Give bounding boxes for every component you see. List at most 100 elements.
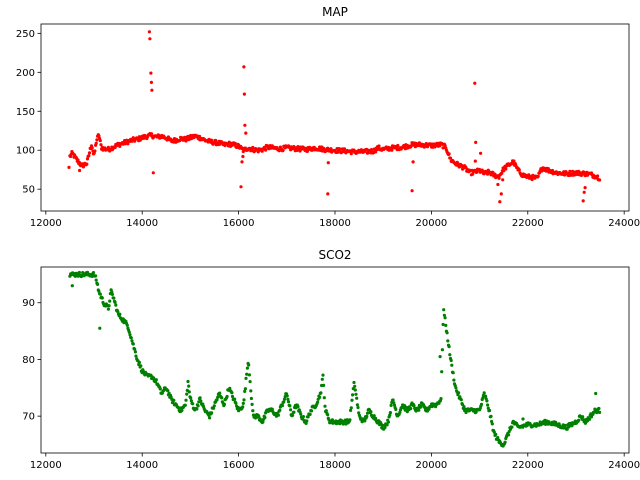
- data-point: [386, 420, 390, 424]
- data-point: [214, 138, 218, 143]
- x-tick-label: 24000: [608, 460, 640, 471]
- data-point: [147, 30, 151, 34]
- data-point: [241, 401, 245, 405]
- chart-title: SCO2: [318, 248, 351, 262]
- data-point: [323, 404, 327, 408]
- data-point: [490, 422, 494, 426]
- data-point: [521, 417, 525, 421]
- x-tick-label: 16000: [223, 460, 255, 471]
- data-point: [471, 172, 475, 176]
- data-point: [291, 413, 295, 417]
- data-point: [512, 159, 516, 163]
- data-point: [326, 413, 330, 417]
- data-point: [448, 353, 452, 357]
- data-point: [286, 400, 291, 404]
- data-point: [473, 81, 477, 85]
- data-point: [196, 404, 200, 408]
- data-point: [594, 391, 598, 396]
- data-point: [486, 403, 490, 407]
- data-point: [77, 270, 81, 275]
- data-point: [354, 392, 358, 396]
- data-point: [353, 384, 357, 388]
- data-point: [587, 417, 592, 421]
- data-point: [447, 152, 451, 156]
- y-tick-label: 70: [22, 412, 35, 423]
- data-point: [322, 383, 326, 387]
- data-point: [442, 313, 446, 317]
- data-point: [99, 143, 103, 147]
- data-point: [442, 308, 446, 312]
- data-point: [78, 168, 82, 173]
- data-point: [118, 144, 122, 148]
- data-point: [388, 413, 392, 417]
- data-point: [434, 405, 438, 409]
- data-point: [189, 399, 193, 403]
- chart-panel-2: SCO2 12000 14000 16000 18000 20000 22000 24000 7…: [22, 248, 640, 471]
- data-point: [134, 354, 138, 358]
- data-point: [583, 186, 587, 190]
- x-tick-label: 12000: [30, 218, 62, 229]
- data-point: [501, 178, 505, 182]
- data-point: [110, 290, 114, 294]
- data-point: [411, 160, 415, 164]
- data-point: [126, 142, 130, 146]
- data-point: [87, 151, 92, 155]
- data-point: [338, 147, 342, 151]
- data-point: [185, 392, 189, 396]
- data-point: [316, 400, 320, 404]
- data-point: [473, 159, 477, 163]
- data-point: [447, 345, 451, 349]
- data-point: [106, 307, 110, 311]
- data-point: [350, 398, 354, 402]
- x-tick-label: 18000: [319, 460, 351, 471]
- y-tick-label: 200: [16, 68, 35, 79]
- data-point: [282, 400, 286, 404]
- data-point: [506, 433, 511, 437]
- data-point: [322, 396, 326, 400]
- data-point: [474, 140, 478, 144]
- data-point: [199, 399, 203, 403]
- data-point: [197, 134, 202, 138]
- data-point: [390, 148, 394, 152]
- data-point: [178, 138, 182, 143]
- data-point: [70, 284, 74, 288]
- data-point: [67, 165, 71, 169]
- data-point: [222, 402, 226, 406]
- data-point: [139, 364, 143, 368]
- data-point: [479, 151, 483, 155]
- data-point: [240, 160, 244, 164]
- data-point: [289, 408, 293, 412]
- data-point: [98, 292, 102, 296]
- data-point: [97, 289, 101, 293]
- y-tick-label: 50: [22, 185, 35, 196]
- data-point: [318, 395, 322, 399]
- data-point: [183, 403, 187, 407]
- data-point: [212, 406, 216, 410]
- data-point: [242, 398, 246, 402]
- data-point: [201, 402, 205, 406]
- x-tick-label: 22000: [512, 460, 544, 471]
- data-point: [536, 174, 540, 178]
- data-point: [563, 423, 567, 428]
- data-point: [391, 398, 395, 402]
- data-point: [154, 378, 158, 382]
- data-point: [172, 398, 176, 402]
- data-point: [270, 407, 274, 411]
- data-point: [177, 406, 181, 410]
- data-point: [597, 406, 601, 411]
- data-point: [110, 292, 114, 296]
- data-point: [186, 379, 190, 384]
- data-point: [234, 401, 238, 405]
- data-point: [581, 199, 585, 203]
- data-point: [150, 132, 154, 136]
- data-point: [242, 92, 246, 96]
- data-point: [452, 378, 456, 382]
- data-point: [445, 331, 449, 335]
- data-point: [568, 169, 572, 173]
- x-tick-label: 20000: [415, 460, 447, 471]
- data-point: [496, 182, 500, 187]
- data-point: [248, 380, 252, 384]
- data-point: [319, 391, 323, 395]
- data-point: [242, 65, 246, 69]
- x-tick-label: 12000: [30, 460, 62, 471]
